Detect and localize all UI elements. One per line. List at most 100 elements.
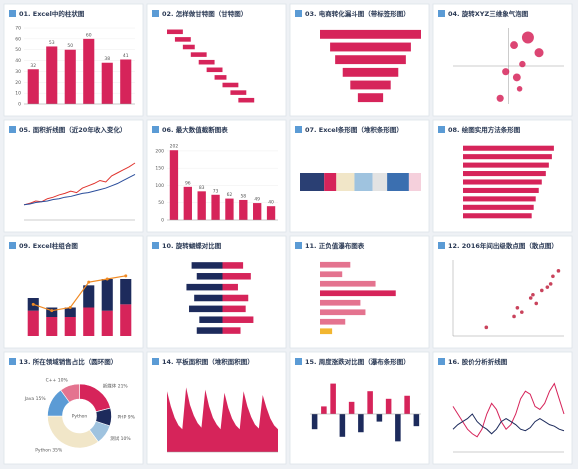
data-label: 96	[185, 180, 191, 186]
data-label: 58	[240, 193, 246, 199]
point	[496, 94, 504, 102]
bar	[348, 401, 355, 414]
bar	[253, 203, 262, 220]
bar-segment	[387, 173, 409, 191]
y-tick-label: 30	[15, 69, 21, 75]
bar	[320, 299, 361, 306]
bar	[46, 46, 58, 104]
title-marker	[295, 10, 302, 17]
bar	[342, 67, 399, 77]
data-label: 49	[254, 197, 260, 203]
bar	[222, 262, 244, 269]
bar	[101, 62, 113, 104]
bar	[321, 406, 327, 414]
y-tick-label: 150	[155, 166, 164, 172]
title-marker	[438, 10, 445, 17]
data-label: 40	[268, 200, 274, 206]
point	[519, 60, 526, 68]
bar	[463, 187, 539, 193]
bar	[169, 150, 179, 220]
bar	[222, 327, 241, 334]
data-label: 60	[86, 32, 92, 38]
point	[531, 292, 535, 297]
data-label: 50	[67, 43, 73, 49]
line-marker	[87, 280, 91, 284]
bar	[376, 414, 383, 422]
card	[3, 119, 144, 233]
slice-label: 测试 10%	[110, 435, 131, 442]
bar	[222, 283, 238, 291]
bar	[413, 414, 420, 427]
bar	[189, 305, 223, 313]
title-marker	[295, 358, 302, 365]
bar	[182, 44, 195, 50]
card-title: 09. Excel柱组合图	[19, 241, 78, 250]
title-marker	[295, 126, 302, 133]
bar	[238, 97, 255, 103]
point	[548, 282, 553, 286]
title-marker	[295, 242, 302, 249]
bar	[320, 328, 333, 335]
bar	[222, 305, 246, 313]
bar	[330, 42, 411, 52]
y-tick-label: 0	[161, 218, 164, 224]
point	[540, 288, 544, 293]
bar	[335, 55, 406, 65]
bar-segment	[300, 173, 325, 191]
bar	[320, 309, 366, 316]
bar	[404, 395, 410, 414]
title-marker	[9, 358, 16, 365]
card-title: 14. 平板面积图（堆积面积图）	[162, 357, 254, 366]
slice-label: PHP 9%	[117, 415, 135, 421]
bar	[463, 204, 534, 210]
bar	[222, 273, 251, 280]
bar	[206, 67, 223, 73]
bar	[320, 261, 351, 268]
bar	[196, 273, 223, 280]
bar	[320, 318, 346, 325]
bar	[320, 29, 421, 39]
bar	[222, 294, 249, 302]
data-label: 38	[104, 56, 110, 62]
point	[534, 48, 544, 58]
bar	[174, 37, 191, 42]
y-tick-label: 200	[155, 148, 164, 154]
title-marker	[438, 358, 445, 365]
y-tick-label: 0	[18, 102, 21, 108]
bar	[214, 75, 227, 80]
line	[452, 413, 565, 435]
bar	[225, 198, 234, 220]
bar	[198, 59, 215, 65]
slice-label: C++ 10%	[46, 377, 69, 383]
bar	[320, 280, 376, 287]
bar	[83, 38, 95, 104]
card-title: 01. Excel中的柱状图	[19, 9, 85, 18]
card-title: 10. 旋转蝴蝶对比图	[162, 241, 222, 250]
y-tick-label: 40	[15, 58, 21, 64]
data-label: 73	[213, 188, 219, 194]
line	[33, 275, 126, 312]
card-title: 05. 面积折线图（近20年收入变化）	[19, 125, 126, 134]
data-label: 83	[199, 185, 205, 191]
data-label: 41	[123, 53, 129, 59]
bar	[463, 154, 552, 160]
data-label: 202	[170, 144, 179, 150]
data-label: 62	[227, 192, 233, 198]
card-title: 03. 电商转化漏斗图（带标签形图）	[305, 9, 410, 18]
card-title: 06. 最大数值截断图表	[162, 125, 228, 134]
card	[146, 3, 287, 117]
data-label: 53	[49, 40, 55, 46]
point	[502, 68, 510, 76]
title-marker	[152, 126, 159, 133]
card-title: 13. 所在领域销售占比（圆环图）	[19, 357, 117, 366]
title-marker	[438, 126, 445, 133]
bar-segment	[46, 317, 58, 336]
point	[556, 269, 561, 273]
bar	[222, 316, 254, 323]
point	[521, 31, 534, 44]
point	[515, 305, 520, 310]
bar	[167, 29, 183, 35]
card-title: 08. 绘图实用方法条形图	[448, 125, 521, 134]
point	[512, 314, 516, 319]
